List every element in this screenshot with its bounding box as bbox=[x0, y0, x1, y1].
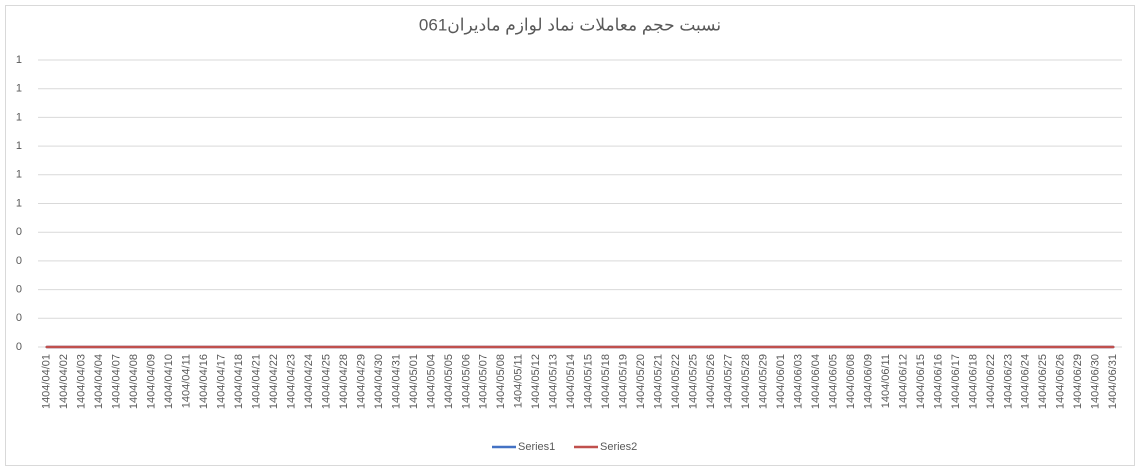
y-tick-label: 0 bbox=[16, 341, 22, 353]
x-tick-label: 1404/04/10 bbox=[163, 354, 175, 409]
x-tick-label: 1404/05/05 bbox=[443, 354, 455, 409]
x-tick-label: 1404/04/29 bbox=[355, 354, 367, 409]
x-tick-label: 1404/04/08 bbox=[128, 354, 140, 409]
x-tick-label: 1404/04/17 bbox=[215, 354, 227, 409]
x-tick-label: 1404/04/24 bbox=[303, 354, 315, 409]
y-tick-label: 1 bbox=[16, 54, 22, 66]
x-tick-label: 1404/06/26 bbox=[1055, 354, 1067, 409]
x-tick-label: 1404/06/01 bbox=[775, 354, 787, 409]
x-tick-label: 1404/04/28 bbox=[338, 354, 350, 409]
x-tick-label: 1404/05/12 bbox=[530, 354, 542, 409]
x-tick-label: 1404/05/19 bbox=[618, 354, 630, 409]
y-tick-label: 1 bbox=[16, 83, 22, 95]
x-tick-label: 1404/06/16 bbox=[932, 354, 944, 409]
y-tick-label: 1 bbox=[16, 140, 22, 152]
x-tick-label: 1404/05/28 bbox=[740, 354, 752, 409]
y-tick-label: 1 bbox=[16, 111, 22, 123]
y-tick-label: 1 bbox=[16, 197, 22, 209]
x-tick-label: 1404/05/29 bbox=[757, 354, 769, 409]
x-tick-label: 1404/06/17 bbox=[950, 354, 962, 409]
x-tick-label: 1404/05/15 bbox=[583, 354, 595, 409]
y-tick-label: 0 bbox=[16, 284, 22, 296]
x-tick-label: 1404/04/07 bbox=[111, 354, 123, 409]
legend-label: Series1 bbox=[518, 441, 555, 453]
x-tick-label: 1404/05/20 bbox=[635, 354, 647, 409]
x-tick-label: 1404/04/04 bbox=[93, 354, 105, 409]
x-tick-label: 1404/05/22 bbox=[670, 354, 682, 409]
x-tick-label: 1404/05/25 bbox=[688, 354, 700, 409]
x-tick-label: 1404/04/16 bbox=[198, 354, 210, 409]
x-tick-label: 1404/05/01 bbox=[408, 354, 420, 409]
x-tick-label: 1404/06/30 bbox=[1090, 354, 1102, 409]
x-tick-label: 1404/06/08 bbox=[845, 354, 857, 409]
x-tick-label: 1404/04/03 bbox=[76, 354, 88, 409]
x-tick-label: 1404/05/07 bbox=[478, 354, 490, 409]
x-tick-label: 1404/04/30 bbox=[373, 354, 385, 409]
x-tick-label: 1404/04/01 bbox=[41, 354, 53, 409]
y-tick-label: 0 bbox=[16, 255, 22, 267]
x-tick-label: 1404/06/12 bbox=[897, 354, 909, 409]
x-tick-label: 1404/06/25 bbox=[1037, 354, 1049, 409]
x-tick-label: 1404/06/31 bbox=[1107, 354, 1119, 409]
x-tick-label: 1404/04/31 bbox=[390, 354, 402, 409]
x-tick-label: 1404/06/22 bbox=[985, 354, 997, 409]
x-tick-label: 1404/04/02 bbox=[58, 354, 70, 409]
x-tick-label: 1404/06/09 bbox=[862, 354, 874, 409]
x-tick-label: 1404/05/14 bbox=[565, 354, 577, 409]
chart-title: نسبت حجم معاملات نماد لوازم مادیران061 bbox=[419, 15, 721, 35]
chart-border bbox=[5, 5, 1135, 466]
x-tick-label: 1404/06/29 bbox=[1072, 354, 1084, 409]
x-tick-label: 1404/06/11 bbox=[880, 354, 892, 408]
x-tick-label: 1404/04/25 bbox=[320, 354, 332, 409]
x-tick-label: 1404/05/27 bbox=[723, 354, 735, 409]
x-tick-label: 1404/06/15 bbox=[915, 354, 927, 409]
y-tick-label: 1 bbox=[16, 169, 22, 181]
x-tick-label: 1404/05/21 bbox=[653, 354, 665, 409]
x-tick-label: 1404/05/13 bbox=[548, 354, 560, 409]
x-tick-label: 1404/04/18 bbox=[233, 354, 245, 409]
x-tick-label: 1404/05/18 bbox=[600, 354, 612, 409]
x-tick-label: 1404/06/23 bbox=[1002, 354, 1014, 409]
x-tick-label: 1404/06/05 bbox=[827, 354, 839, 409]
y-tick-label: 0 bbox=[16, 312, 22, 324]
x-tick-label: 1404/06/04 bbox=[810, 354, 822, 409]
x-tick-label: 1404/04/09 bbox=[146, 354, 158, 409]
legend-label: Series2 bbox=[600, 441, 637, 453]
x-tick-label: 1404/05/26 bbox=[705, 354, 717, 409]
x-tick-label: 1404/05/08 bbox=[495, 354, 507, 409]
x-tick-label: 1404/04/21 bbox=[250, 354, 262, 409]
y-tick-label: 0 bbox=[16, 226, 22, 238]
x-tick-label: 1404/04/22 bbox=[268, 354, 280, 409]
x-tick-label: 1404/04/11 bbox=[181, 354, 193, 408]
x-tick-label: 1404/05/06 bbox=[460, 354, 472, 409]
x-tick-label: 1404/06/24 bbox=[1020, 354, 1032, 409]
x-tick-label: 1404/05/04 bbox=[425, 354, 437, 409]
x-tick-label: 1404/04/23 bbox=[285, 354, 297, 409]
x-tick-label: 1404/06/03 bbox=[792, 354, 804, 409]
x-tick-label: 1404/05/11 bbox=[513, 354, 525, 408]
x-tick-label: 1404/06/18 bbox=[967, 354, 979, 409]
